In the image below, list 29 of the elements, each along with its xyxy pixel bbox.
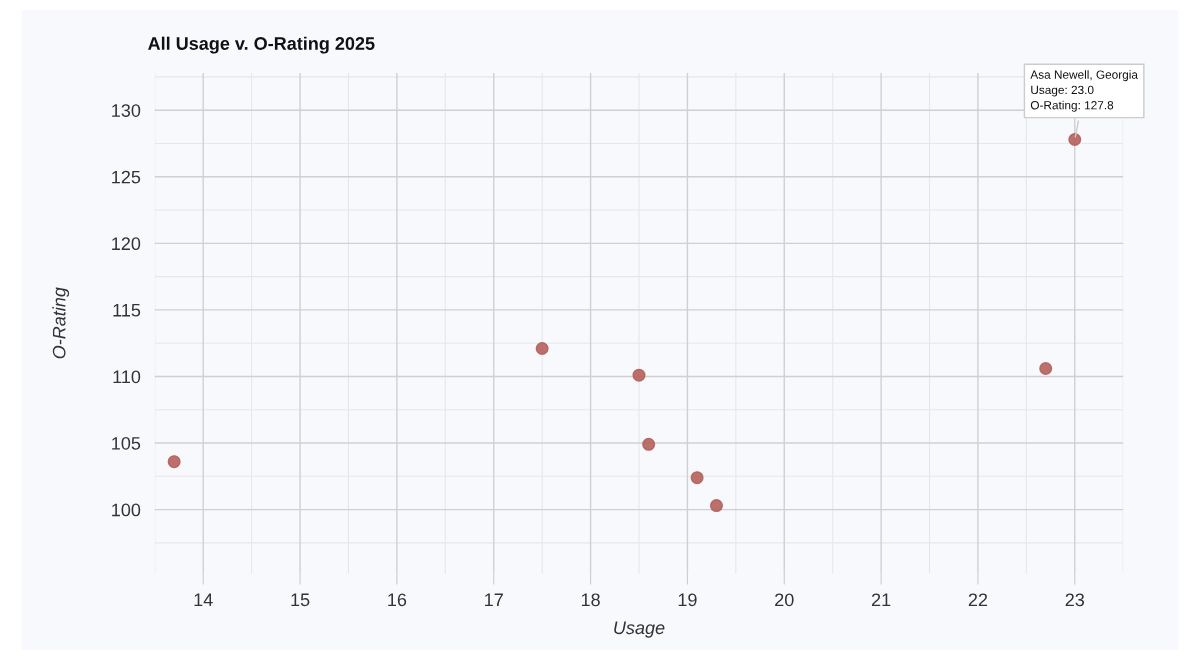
x-tick-label: 20 (775, 593, 794, 607)
y-tick-label: 105 (112, 436, 141, 450)
x-tick-label: 23 (1065, 593, 1085, 607)
y-axis-title: O-Rating (52, 287, 70, 359)
y-tick-label: 115 (113, 304, 141, 317)
y-tick-label: 120 (112, 237, 141, 251)
x-tick-label: 18 (581, 593, 600, 607)
point (642, 437, 656, 451)
point (167, 455, 181, 469)
y-tick-label: 125 (112, 170, 141, 184)
x-tick-label: 16 (388, 593, 407, 607)
x-tick-label: 21 (871, 593, 891, 607)
point (690, 471, 704, 485)
annotation: Asa Newell, Georgia Usage: 23.0 O-Rating: 127.8 (1030, 70, 1138, 112)
x-tick-label: 14 (194, 593, 213, 607)
point (535, 342, 549, 356)
x-tick-label: 19 (678, 593, 697, 607)
chart-title: All Usage v. O-Rating 2025 (148, 36, 375, 54)
x-tick-label: 15 (291, 593, 310, 607)
x-axis-title: Usage (614, 621, 665, 638)
y-tick-label: 130 (112, 104, 141, 117)
x-tick-label: 22 (968, 593, 988, 607)
x-tick-label: 17 (485, 593, 503, 607)
y-tick-label: 110 (113, 370, 141, 384)
point (709, 499, 723, 513)
y-tick-label: 100 (112, 503, 141, 517)
point (1039, 361, 1053, 375)
point (1068, 132, 1082, 146)
point (632, 368, 646, 382)
